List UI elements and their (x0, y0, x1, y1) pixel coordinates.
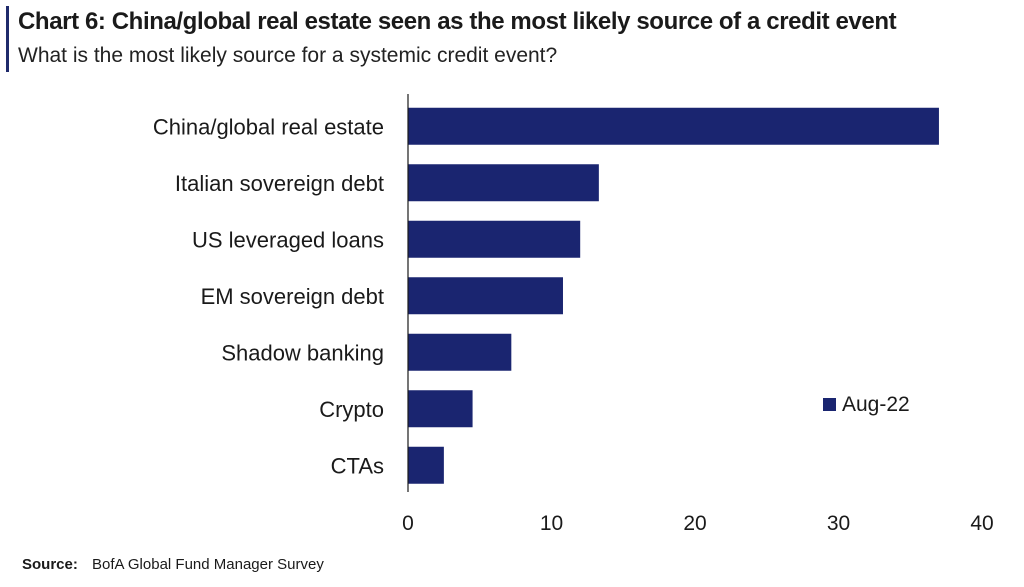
source-label: Source: (22, 556, 78, 573)
legend-label: Aug-22 (842, 393, 910, 416)
legend-swatch (823, 398, 836, 411)
bar (408, 220, 581, 258)
category-label: EM sovereign debt (201, 284, 384, 309)
x-tick-label: 10 (540, 512, 563, 535)
category-label: Italian sovereign debt (175, 171, 384, 196)
bar (408, 164, 599, 202)
chart-subtitle: What is the most likely source for a sys… (18, 44, 558, 67)
bar (408, 107, 939, 145)
title-accent-rule (6, 6, 9, 72)
category-label: CTAs (331, 453, 384, 478)
source-text: BofA Global Fund Manager Survey (92, 556, 324, 573)
source-note: Source: BofA Global Fund Manager Survey (22, 556, 324, 573)
category-label: China/global real estate (153, 114, 384, 139)
category-label: Shadow banking (221, 340, 384, 365)
bar (408, 277, 563, 315)
x-tick-label: 30 (827, 512, 850, 535)
x-tick-label: 0 (402, 512, 414, 535)
x-tick-label: 20 (683, 512, 706, 535)
chart-title: Chart 6: China/global real estate seen a… (18, 8, 897, 35)
category-label: Crypto (319, 397, 384, 422)
bar (408, 446, 444, 484)
bar (408, 390, 473, 428)
category-label: US leveraged loans (192, 227, 384, 252)
bar (408, 333, 512, 371)
x-tick-label: 40 (970, 512, 993, 535)
bar-chart: China/global real estate Italian sovereig… (153, 94, 994, 535)
